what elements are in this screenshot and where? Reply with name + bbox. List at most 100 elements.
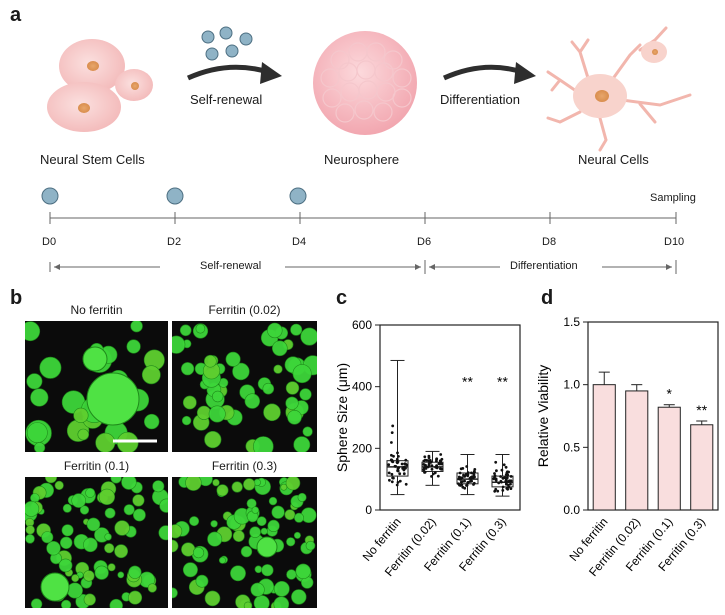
bar: [592, 384, 616, 511]
data-point: [466, 481, 470, 485]
data-point: [430, 464, 434, 467]
data-point: [457, 477, 461, 481]
data-point: [394, 465, 398, 468]
sphere-blob: [273, 364, 283, 374]
data-point: [427, 463, 431, 467]
sphere-blob: [181, 415, 192, 426]
data-point: [404, 462, 407, 466]
data-point: [466, 474, 470, 478]
sphere-blob: [83, 593, 96, 606]
sphere-blob: [290, 323, 303, 336]
data-point: [496, 489, 500, 493]
sphere-blob: [195, 574, 209, 588]
data-point: [433, 471, 437, 475]
sphere-blob: [189, 516, 200, 527]
sphere-blob: [121, 477, 137, 490]
data-point: [509, 482, 512, 486]
data-point: [398, 472, 402, 476]
data-point: [501, 485, 505, 489]
micrograph-title-ferritin-03: Ferritin (0.3): [211, 459, 278, 473]
sphere-blob: [159, 498, 168, 513]
data-point: [463, 474, 466, 478]
sphere-blob: [232, 530, 245, 542]
data-point: [397, 455, 400, 458]
data-point: [473, 475, 476, 479]
data-point: [423, 455, 427, 459]
sphere-blob: [268, 496, 278, 506]
sphere-blob: [273, 596, 290, 608]
sphere-blob: [94, 565, 109, 580]
sphere-blob: [203, 354, 217, 368]
sphere-blob: [114, 544, 128, 559]
sphere-blob: [130, 321, 143, 333]
neuron-body-icon: [573, 41, 667, 118]
sphere-blob: [110, 477, 122, 484]
sphere-blob: [34, 442, 46, 452]
panel-d-letter: d: [541, 287, 554, 309]
data-point: [499, 479, 503, 483]
sphere-blob: [26, 422, 48, 444]
data-point: [505, 471, 509, 475]
data-point: [465, 483, 469, 487]
y-tick-label: 0.5: [563, 440, 580, 454]
sphere-blob: [30, 388, 49, 407]
sphere-blob: [300, 507, 317, 524]
sphere-blob: [132, 494, 145, 507]
micrograph-title-ferritin-01: Ferritin (0.1): [63, 459, 130, 473]
sphere-blob: [295, 563, 311, 580]
sphere-blob: [208, 405, 226, 423]
day-label-d8: D8: [542, 236, 557, 248]
data-point: [430, 475, 433, 478]
data-point: [404, 458, 408, 462]
data-point: [470, 475, 474, 479]
sphere-blob: [293, 436, 311, 452]
y-tick-label: 400: [352, 380, 372, 394]
data-point: [494, 487, 498, 491]
sphere-blob: [95, 432, 116, 452]
data-point: [400, 462, 404, 466]
sphere-blob: [114, 520, 130, 536]
sphere-blob: [243, 601, 253, 608]
sphere-blob: [305, 540, 316, 551]
sphere-blob: [25, 525, 35, 535]
sphere-blob: [195, 323, 206, 334]
sphere-blob: [172, 587, 178, 599]
sphere-blob: [58, 558, 73, 573]
ferritin-dose-icons: [41, 187, 307, 205]
stage-label-neural-cells: Neural Cells: [578, 152, 649, 167]
data-point: [440, 457, 444, 461]
y-tick-label: 1.5: [563, 315, 580, 329]
sphere-blob: [286, 569, 297, 580]
sphere-blob: [104, 533, 112, 541]
sphere-blob: [126, 339, 141, 354]
panel-b-letter: b: [10, 287, 23, 309]
data-point: [434, 465, 438, 469]
data-point: [396, 481, 400, 484]
sphere-blob: [45, 477, 57, 484]
day-label-d6: D6: [417, 236, 432, 248]
sphere-blob: [293, 531, 301, 539]
sphere-blob: [181, 542, 196, 557]
sphere-blob: [147, 583, 157, 593]
sphere-blob: [158, 525, 168, 541]
data-point: [460, 483, 464, 487]
data-point: [504, 480, 508, 483]
data-point: [436, 474, 440, 478]
data-point: [423, 470, 427, 474]
sphere-blob: [172, 335, 186, 354]
sphere-blob: [211, 390, 224, 403]
sphere-blob: [196, 405, 212, 420]
sphere-blob: [285, 477, 301, 491]
sphere-blob: [253, 595, 270, 608]
sphere-blob: [61, 599, 72, 608]
data-point: [427, 459, 431, 463]
data-point: [391, 460, 395, 464]
data-point: [390, 453, 393, 457]
data-point: [509, 475, 513, 478]
sphere-blob: [260, 527, 268, 535]
data-point: [396, 451, 399, 455]
data-point: [507, 485, 511, 489]
sphere-blob: [216, 484, 229, 497]
sphere-blob: [251, 506, 260, 514]
sphere-blob: [244, 393, 261, 409]
